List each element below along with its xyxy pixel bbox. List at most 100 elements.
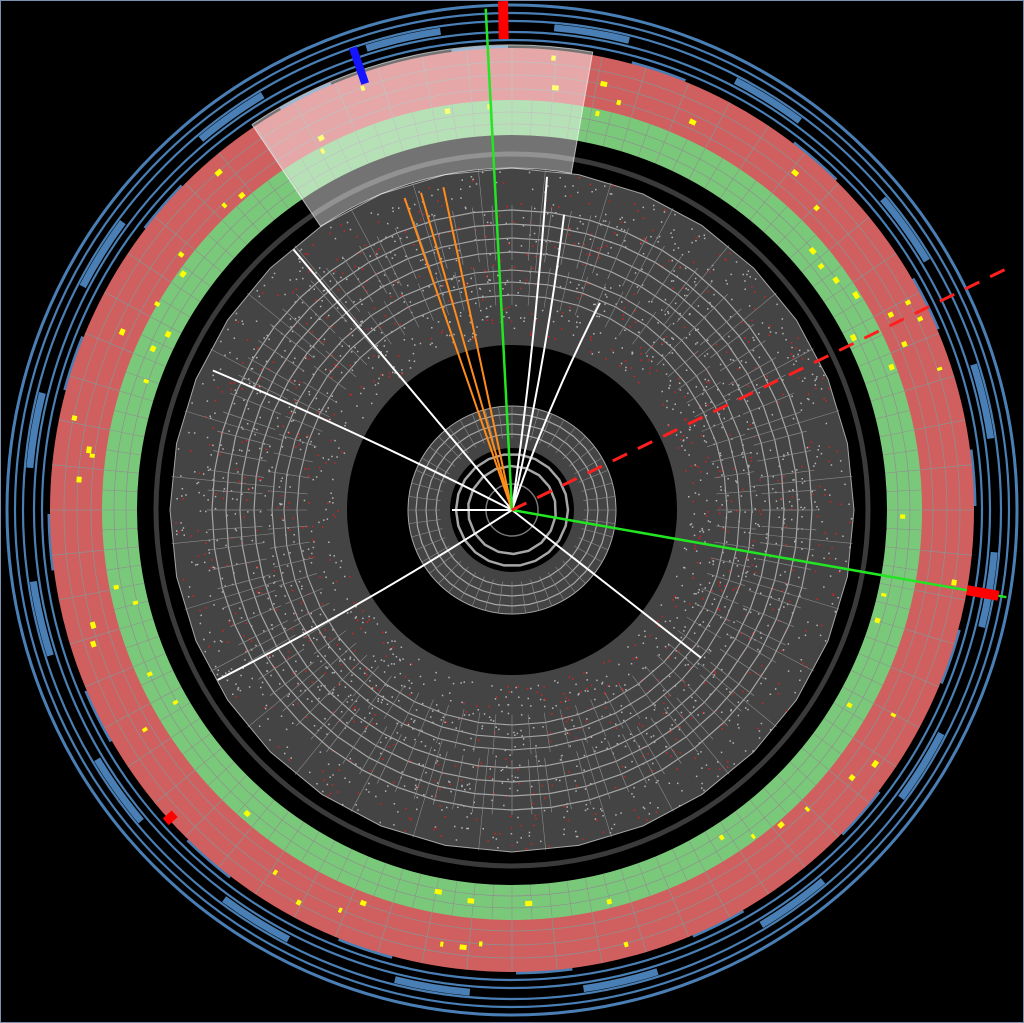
muon-track: [484, 8, 514, 511]
energy-deposit: [616, 99, 622, 106]
muon-ring: [13, 11, 1011, 1009]
energy-deposit: [89, 621, 97, 629]
energy-deposit: [790, 168, 800, 177]
muon-hit-red: [162, 810, 178, 826]
charged-track: [212, 369, 513, 511]
energy-deposit: [238, 191, 246, 200]
solenoid-gap: [160, 158, 864, 862]
charged-track: [511, 509, 702, 659]
muon-chamber: [970, 363, 995, 440]
energy-deposit: [177, 251, 185, 258]
energy-deposit: [817, 262, 825, 270]
energy-deposit: [846, 702, 853, 709]
energy-deposit: [86, 446, 92, 454]
energy-deposit: [113, 584, 120, 590]
energy-deposit: [852, 291, 861, 300]
energy-deposit: [688, 118, 697, 126]
energy-deposit: [871, 759, 880, 769]
muon-ring: [21, 19, 1003, 1001]
muon-chamber: [198, 92, 265, 142]
electron-track: [420, 192, 513, 511]
muon-chamber: [553, 24, 630, 44]
charged-track: [217, 509, 513, 681]
energy-deposit: [444, 108, 451, 114]
energy-deposit: [551, 55, 556, 61]
energy-deposit: [90, 640, 97, 648]
energy-deposit: [360, 85, 366, 92]
energy-deposit: [459, 944, 467, 951]
muon-chamber: [582, 968, 659, 993]
muon-ring: [5, 3, 1019, 1017]
energy-deposit: [750, 833, 756, 840]
trt-module-edges: [171, 169, 853, 851]
ecal-cells: [102, 100, 922, 920]
energy-deposit: [880, 592, 887, 597]
energy-deposit: [525, 900, 533, 907]
energy-deposit: [478, 941, 483, 947]
energy-deposit: [951, 579, 957, 586]
energy-deposit: [467, 898, 475, 904]
muon-chamber: [880, 196, 930, 263]
energy-deposit: [143, 378, 150, 384]
energy-deposit: [141, 726, 148, 733]
muon-hit-blue: [349, 46, 369, 85]
charged-track: [511, 302, 601, 511]
energy-deposit: [804, 806, 811, 813]
muon-chamber: [630, 61, 687, 84]
energy-deposit: [832, 276, 840, 285]
energy-deposit: [595, 110, 600, 117]
muon-chamber: [337, 936, 394, 959]
energy-deposit: [172, 699, 179, 706]
energy-deposit: [164, 330, 172, 338]
solenoid-gap: [138, 136, 886, 884]
energy-deposit: [149, 345, 157, 353]
muon-chamber: [759, 878, 826, 928]
energy-deposit: [214, 168, 223, 177]
muon-chamber: [394, 976, 471, 996]
energy-deposit: [337, 907, 343, 914]
muon-chamber: [26, 392, 46, 469]
muon-hit-markers: [162, 1, 1000, 826]
em-calorimeter: [102, 100, 922, 920]
energy-deposit: [295, 899, 302, 906]
energy-deposit: [551, 85, 559, 91]
energy-deposit: [439, 941, 444, 947]
muon-hit-red: [966, 585, 1000, 601]
energy-deposit: [89, 453, 95, 459]
sct-inner-modules: [267, 265, 757, 755]
muon-chamber: [365, 27, 442, 52]
energy-deposit: [813, 204, 821, 212]
solenoid-coil: [153, 151, 871, 869]
energy-deposit: [888, 363, 895, 371]
muon-hit-red: [498, 1, 509, 40]
reconstructed-tracks: [212, 8, 1016, 681]
energy-deposit: [272, 869, 279, 876]
energy-deposit: [849, 333, 858, 342]
charged-track: [511, 176, 548, 511]
muon-track: [511, 508, 1007, 599]
solenoid-rings: [138, 136, 886, 884]
muon-chamber: [63, 335, 86, 392]
electron-track: [442, 186, 513, 511]
energy-deposit: [319, 148, 326, 155]
muon-ring: [32, 30, 992, 990]
energy-deposit: [623, 941, 629, 948]
energy-deposit: [917, 315, 924, 322]
energy-deposit: [179, 270, 187, 278]
energy-deposit: [243, 809, 251, 818]
energy-deposit: [76, 476, 82, 483]
energy-deposit: [900, 514, 906, 519]
muon-chamber: [898, 731, 945, 800]
energy-deposit: [718, 834, 725, 841]
energy-deposit: [434, 888, 443, 895]
hcal-cells: [50, 48, 974, 972]
missing-et-line: [511, 263, 1016, 512]
energy-deposit: [887, 311, 895, 319]
energy-deposit: [606, 898, 613, 905]
hadron-calorimeter: [50, 48, 974, 972]
muon-chamber: [94, 757, 144, 824]
energy-deposit: [154, 300, 161, 308]
energy-deposit: [936, 366, 943, 372]
charged-track: [292, 248, 513, 511]
